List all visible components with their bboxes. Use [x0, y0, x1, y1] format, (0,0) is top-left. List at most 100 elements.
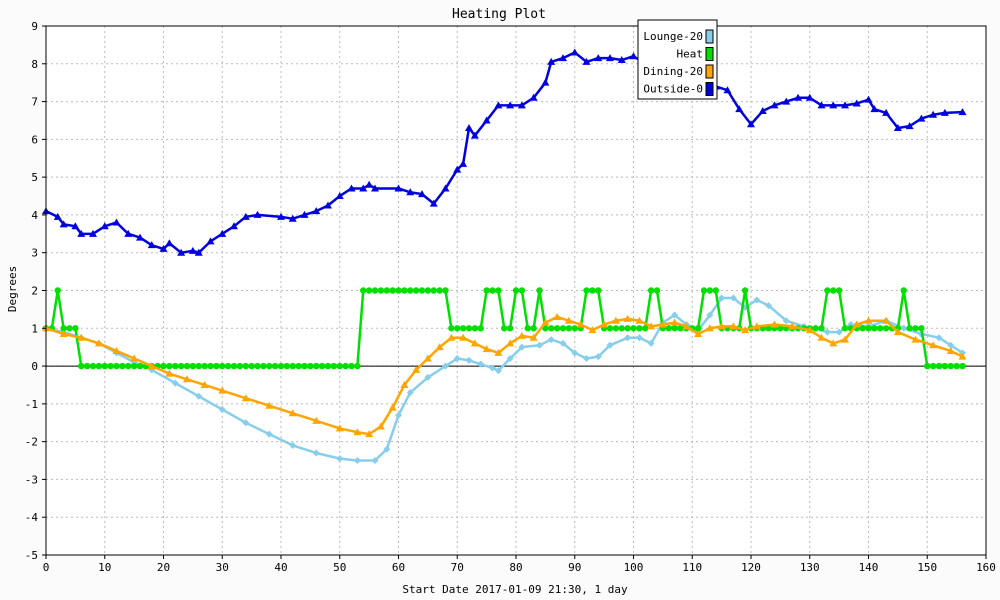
data-point-outside-0 — [582, 57, 591, 65]
legend-label-lounge-20: Lounge-20 — [643, 30, 703, 43]
data-point-heat — [260, 362, 267, 370]
data-point-heat — [389, 287, 396, 294]
data-point-heat — [254, 362, 261, 370]
data-point-heat — [271, 362, 279, 370]
data-point-heat — [207, 362, 214, 370]
data-point-dining-20 — [958, 352, 967, 360]
data-point-outside-0 — [782, 97, 791, 105]
data-point-heat — [54, 287, 61, 294]
data-point-outside-0 — [277, 212, 285, 220]
data-point-dining-20 — [600, 320, 609, 328]
data-point-lounge-20 — [406, 389, 414, 397]
data-point-dining-20 — [670, 318, 679, 326]
data-point-heat — [700, 287, 708, 294]
data-point-dining-20 — [694, 329, 703, 337]
data-point-heat — [136, 362, 144, 370]
data-point-heat — [900, 287, 907, 294]
data-point-dining-20 — [112, 346, 121, 354]
data-point-outside-0 — [735, 105, 744, 113]
data-point-dining-20 — [94, 339, 103, 347]
data-point-heat — [871, 325, 878, 332]
y-axis-label: Degrees — [6, 266, 19, 312]
data-point-dining-20 — [705, 324, 714, 332]
data-point-outside-0 — [418, 190, 426, 198]
data-point-heat — [677, 325, 684, 332]
data-point-heat — [189, 362, 197, 370]
data-point-outside-0 — [805, 93, 814, 101]
data-point-lounge-20 — [336, 455, 344, 463]
data-point-heat — [301, 362, 308, 370]
data-point-lounge-20 — [935, 334, 943, 342]
legend-swatch-lounge-20 — [705, 29, 714, 44]
data-point-dining-20 — [729, 322, 738, 330]
data-point-heat — [360, 287, 367, 294]
series-outside-0 — [42, 48, 967, 256]
data-point-heat — [812, 325, 819, 332]
data-point-heat — [72, 325, 79, 332]
data-point-heat — [671, 325, 678, 332]
data-point-outside-0 — [629, 52, 638, 60]
y-tick-label: 7 — [31, 96, 38, 109]
data-point-heat — [365, 287, 373, 294]
data-point-outside-0 — [100, 222, 109, 230]
data-point-heat — [430, 287, 437, 294]
legend-box — [637, 19, 718, 100]
data-point-outside-0 — [594, 54, 603, 62]
data-point-lounge-20 — [559, 339, 567, 347]
data-point-dining-20 — [929, 341, 938, 349]
data-point-heat — [266, 362, 273, 370]
data-point-outside-0 — [870, 105, 879, 113]
data-point-heat — [606, 325, 614, 332]
data-point-outside-0 — [453, 165, 462, 173]
data-point-dining-20 — [553, 312, 562, 320]
data-point-heat — [947, 362, 954, 370]
data-point-heat — [183, 362, 191, 370]
x-tick-label: 90 — [568, 561, 581, 574]
data-point-heat — [512, 287, 520, 294]
data-point-outside-0 — [770, 101, 779, 109]
data-point-outside-0 — [429, 199, 438, 207]
y-tick-label: 1 — [31, 322, 38, 335]
data-point-lounge-20 — [729, 294, 737, 302]
data-point-dining-20 — [911, 335, 920, 343]
data-point-heat — [612, 325, 620, 332]
data-point-heat — [818, 325, 825, 332]
data-point-heat — [483, 287, 490, 294]
data-point-heat — [113, 362, 120, 370]
data-point-heat — [371, 287, 379, 294]
data-point-lounge-20 — [477, 360, 485, 368]
data-point-lounge-20 — [218, 406, 226, 414]
data-point-lounge-20 — [424, 373, 432, 381]
x-tick-label: 80 — [509, 561, 522, 574]
data-point-heat — [307, 362, 314, 370]
data-point-heat — [835, 287, 843, 294]
data-point-heat — [283, 362, 291, 370]
data-point-dining-20 — [611, 316, 620, 324]
data-point-lounge-20 — [947, 341, 955, 349]
x-tick-label: 60 — [392, 561, 405, 574]
x-tick-label: 70 — [451, 561, 464, 574]
data-point-dining-20 — [470, 339, 479, 347]
data-point-outside-0 — [288, 214, 297, 222]
data-point-heat — [289, 362, 296, 370]
data-point-heat — [859, 325, 866, 332]
data-point-outside-0 — [159, 244, 168, 252]
data-point-lounge-20 — [265, 430, 273, 438]
data-point-heat — [924, 362, 931, 370]
data-point-lounge-20 — [312, 449, 320, 457]
data-point-dining-20 — [506, 339, 515, 347]
data-point-dining-20 — [841, 335, 849, 343]
data-point-dining-20 — [77, 333, 86, 341]
data-point-lounge-20 — [900, 324, 908, 332]
data-point-outside-0 — [241, 212, 250, 220]
data-point-heat — [377, 287, 385, 294]
data-point-heat — [706, 287, 714, 294]
data-point-dining-20 — [882, 316, 891, 324]
data-point-heat — [647, 287, 655, 294]
data-point-outside-0 — [359, 184, 368, 192]
series-dining-20 — [42, 312, 967, 438]
data-point-outside-0 — [253, 210, 262, 218]
data-point-outside-0 — [929, 110, 938, 118]
data-point-lounge-20 — [442, 362, 449, 370]
data-point-heat — [459, 325, 467, 332]
